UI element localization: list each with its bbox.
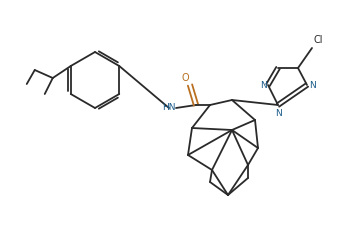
- Text: HN: HN: [162, 104, 176, 112]
- Text: N: N: [275, 109, 281, 118]
- Text: N: N: [309, 81, 316, 90]
- Text: Cl: Cl: [314, 35, 323, 45]
- Text: N: N: [260, 81, 267, 90]
- Text: O: O: [181, 73, 189, 83]
